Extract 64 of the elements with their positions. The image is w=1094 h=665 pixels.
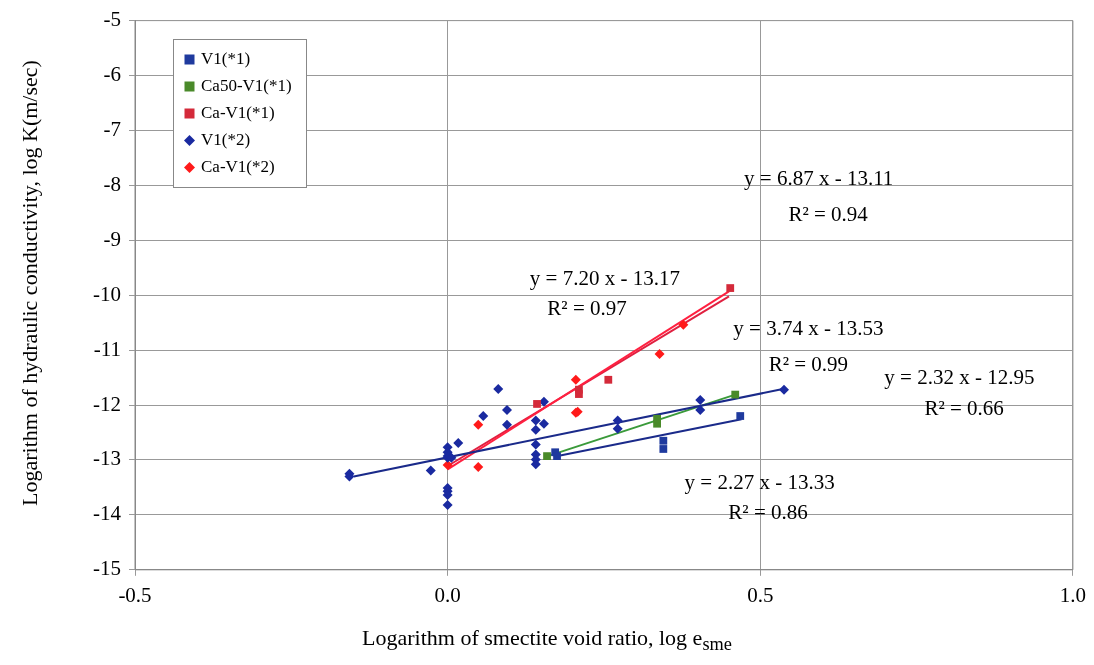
point xyxy=(695,395,706,406)
x-tick-label: -0.5 xyxy=(118,582,152,607)
annotation: y = 2.32 x - 12.95 xyxy=(884,364,1035,389)
point xyxy=(425,465,436,476)
x-tick-label: 1.0 xyxy=(1059,582,1086,607)
annotation: R² = 0.86 xyxy=(728,500,808,525)
point xyxy=(493,384,504,395)
legend-label: Ca50-V1(*1) xyxy=(201,76,292,97)
point xyxy=(502,404,513,415)
point xyxy=(612,415,623,426)
point xyxy=(553,452,561,461)
annotation: R² = 0.66 xyxy=(924,395,1004,420)
point xyxy=(695,404,706,415)
point xyxy=(779,384,790,395)
point xyxy=(654,348,665,359)
legend-label: Ca-V1(*1) xyxy=(201,103,275,124)
x-tick-label: 0.5 xyxy=(747,582,774,607)
point xyxy=(530,415,541,426)
point xyxy=(473,462,484,473)
y-tick-label: -10 xyxy=(93,281,121,306)
annotation: R² = 0.94 xyxy=(788,202,869,227)
annotation: y = 6.87 x - 13.11 xyxy=(744,166,894,191)
point xyxy=(543,452,551,461)
x-tick-label: 0.0 xyxy=(434,582,461,607)
y-tick-label: -6 xyxy=(103,62,121,87)
annotation: R² = 0.99 xyxy=(768,352,849,377)
annotation: R² = 0.97 xyxy=(547,295,627,320)
y-axis-title: Logarithm of hydraulic conductivity, log K(m/sec) xyxy=(17,59,43,508)
annotation: y = 3.74 x - 13.53 xyxy=(733,316,884,341)
point xyxy=(442,499,453,510)
y-tick-label: -5 xyxy=(103,7,121,32)
point xyxy=(659,445,668,453)
point xyxy=(533,400,541,408)
point xyxy=(726,284,735,292)
point xyxy=(653,414,661,423)
y-tick-label: -14 xyxy=(93,501,122,526)
y-tick-label: -15 xyxy=(93,556,121,581)
point xyxy=(502,419,513,430)
point xyxy=(530,439,541,450)
point xyxy=(736,412,745,420)
annotation: y = 2.27 x - 13.33 xyxy=(684,469,835,494)
legend-label: V1(*1) xyxy=(201,49,251,70)
point xyxy=(604,375,613,384)
point xyxy=(731,390,740,399)
point xyxy=(575,390,583,398)
point xyxy=(538,418,549,429)
point xyxy=(678,319,689,330)
point xyxy=(612,423,623,434)
point xyxy=(570,374,581,385)
point xyxy=(530,424,541,435)
y-tick-label: -9 xyxy=(103,226,121,251)
point xyxy=(478,411,489,422)
x-axis-title: Logarithm of smectite void ratio, log e$_{sme}$ xyxy=(361,625,733,656)
point xyxy=(473,419,484,430)
y-tick-label: -11 xyxy=(93,336,121,361)
point xyxy=(453,437,464,448)
y-tick-label: -13 xyxy=(93,446,121,471)
y-tick-label: -7 xyxy=(103,116,121,141)
legend-label: Ca-V1(*2) xyxy=(201,157,275,178)
annotation: y = 7.20 x - 13.17 xyxy=(529,266,680,291)
legend-label: V1(*2) xyxy=(201,130,251,151)
y-tick-label: -8 xyxy=(103,171,121,196)
point xyxy=(659,436,668,445)
y-tick-label: -12 xyxy=(93,391,121,416)
